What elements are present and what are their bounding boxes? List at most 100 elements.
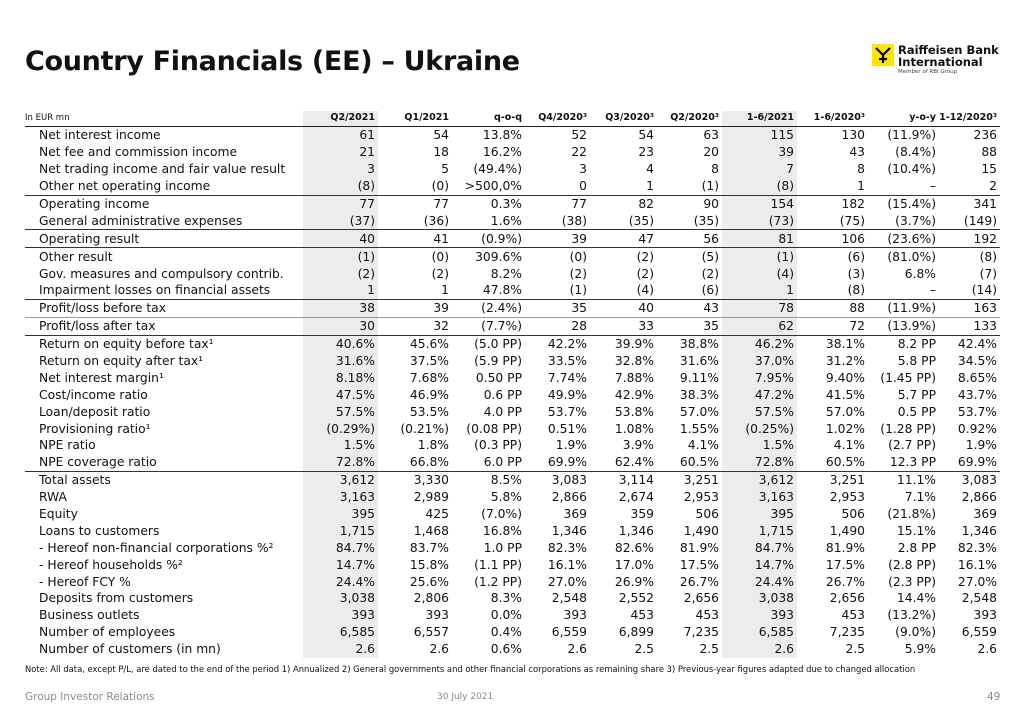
cell: 38.1% — [797, 334, 868, 353]
cell: (2) — [590, 247, 657, 266]
cell: 8.3% — [490, 591, 522, 606]
cell: (35) — [628, 213, 654, 228]
cell: 1 — [441, 283, 449, 298]
cell: 6,899 — [618, 625, 654, 640]
cell: 3.9% — [622, 438, 654, 453]
cell: (6) — [701, 283, 719, 298]
cell: (0.29%) — [303, 420, 378, 438]
cell: 39.9% — [590, 334, 657, 353]
cell: 18 — [433, 145, 449, 160]
cell: (35) — [693, 213, 719, 228]
table-row: Deposits from customers 3,038 2,806 8.3% 2,5… — [25, 590, 1000, 607]
cell: 12.3 PP — [889, 455, 936, 470]
cell: 393 — [563, 608, 587, 623]
row-label: Cost/income ratio — [39, 387, 148, 402]
cell: (10.4%) — [887, 162, 936, 177]
cell: 1,715 — [303, 522, 378, 540]
cell: (3) — [847, 266, 865, 281]
cell: 6,559 — [551, 625, 587, 640]
cell: 20 — [703, 145, 719, 160]
cell: 4 — [646, 162, 654, 177]
cell: 2.5 — [699, 642, 719, 657]
cell: 393 — [303, 606, 378, 624]
cell: (23.6%) — [868, 229, 939, 248]
row-label: Other net operating income — [39, 179, 211, 194]
financials-table: In EUR mn Q2/2021 Q1/2021 q-o-q Q4/2020³ Q3/2… — [25, 111, 1000, 658]
cell: 47.2% — [722, 386, 797, 404]
cell: 369 — [563, 507, 587, 522]
cell: 8.2 PP — [868, 334, 939, 353]
cell: 1,346 — [551, 523, 587, 538]
cell: 8.5% — [452, 470, 525, 489]
cell: 72.8% — [722, 453, 797, 472]
cell: 81.9% — [679, 540, 719, 555]
cell: (2) — [569, 266, 587, 281]
row-label: Gov. measures and compulsory contrib. — [39, 266, 284, 281]
cell: 1.9% — [555, 438, 587, 453]
cell: 40 — [590, 298, 657, 318]
cell: 5.7 PP — [897, 387, 936, 402]
cell: 7.1% — [904, 490, 936, 505]
cell: 4.0 PP — [483, 404, 522, 419]
cell: 82 — [590, 194, 657, 213]
cell: 1,346 — [961, 523, 997, 538]
table-row: - Hereof households %² 14.7% 15.8% (1.1 PP)… — [25, 556, 1000, 574]
cell: 395 — [722, 505, 797, 523]
cell: 5.8% — [490, 490, 522, 505]
cell: 3,038 — [722, 590, 797, 607]
column-header: 1-6/2021 — [722, 111, 797, 127]
cell: 41.5% — [825, 387, 865, 402]
footer-date: 30 July 2021 — [437, 692, 494, 702]
table-row: Return on equity after tax¹ 31.6% 37.5% (5.… — [25, 352, 1000, 370]
cell: (2) — [303, 265, 378, 283]
cell: 453 — [841, 608, 865, 623]
cell: 1,490 — [683, 523, 719, 538]
cell: 2 — [989, 179, 997, 194]
cell: 52 — [571, 128, 587, 143]
row-label: Net interest income — [39, 128, 161, 143]
cell: 27.0% — [547, 574, 587, 589]
logo-name: Raiffeisen Bank International — [898, 43, 999, 69]
cell: 41 — [378, 229, 452, 248]
cell: 77 — [378, 194, 452, 213]
cell: 27.0% — [957, 574, 997, 589]
cell: 83.7% — [409, 540, 449, 555]
table-row: General administrative expenses (37) (36) 1… — [25, 212, 1000, 230]
row-label: Provisioning ratio¹ — [39, 421, 151, 436]
cell: (49.4%) — [473, 162, 522, 177]
cell: 3 — [303, 160, 378, 178]
cell: 309.6% — [452, 247, 525, 266]
cell: 77 — [303, 194, 378, 213]
cell: 2.8 PP — [897, 540, 936, 555]
header-row: In EUR mn Q2/2021 Q1/2021 q-o-q Q4/2020³ Q3/2… — [25, 111, 1000, 127]
cell: (1.28 PP) — [880, 421, 936, 436]
cell: 106 — [797, 229, 868, 248]
cell: 33 — [590, 316, 657, 336]
cell: 453 — [695, 608, 719, 623]
cell: (13.9%) — [868, 316, 939, 336]
cell: 88 — [981, 145, 997, 160]
cell: 3,251 — [657, 470, 722, 489]
cell: 42.2% — [525, 334, 590, 353]
cell: 69.9% — [957, 455, 997, 470]
cell: (0.9%) — [452, 229, 525, 248]
cell: 0.92% — [957, 421, 997, 436]
page-number: 49 — [987, 691, 1001, 703]
cell: 192 — [939, 229, 1000, 248]
table-row: Total assets 3,612 3,330 8.5% 3,083 3,114 3,25… — [25, 470, 1000, 489]
cell: 31.2% — [825, 354, 865, 369]
cell: 4.1% — [687, 438, 719, 453]
cell: 39 — [378, 298, 452, 318]
row-label: Operating result — [25, 229, 303, 248]
table-row: Gov. measures and compulsory contrib. (2)… — [25, 265, 1000, 283]
cell: 54 — [638, 128, 654, 143]
cell: 66.8% — [409, 455, 449, 470]
cell: 42.9% — [614, 387, 654, 402]
cell: 53.8% — [614, 404, 654, 419]
cell: 3,163 — [722, 488, 797, 506]
cell: 32.8% — [614, 354, 654, 369]
row-label: RWA — [39, 490, 67, 505]
row-label: Return on equity after tax¹ — [39, 354, 204, 369]
column-header: In EUR mn — [25, 111, 303, 127]
